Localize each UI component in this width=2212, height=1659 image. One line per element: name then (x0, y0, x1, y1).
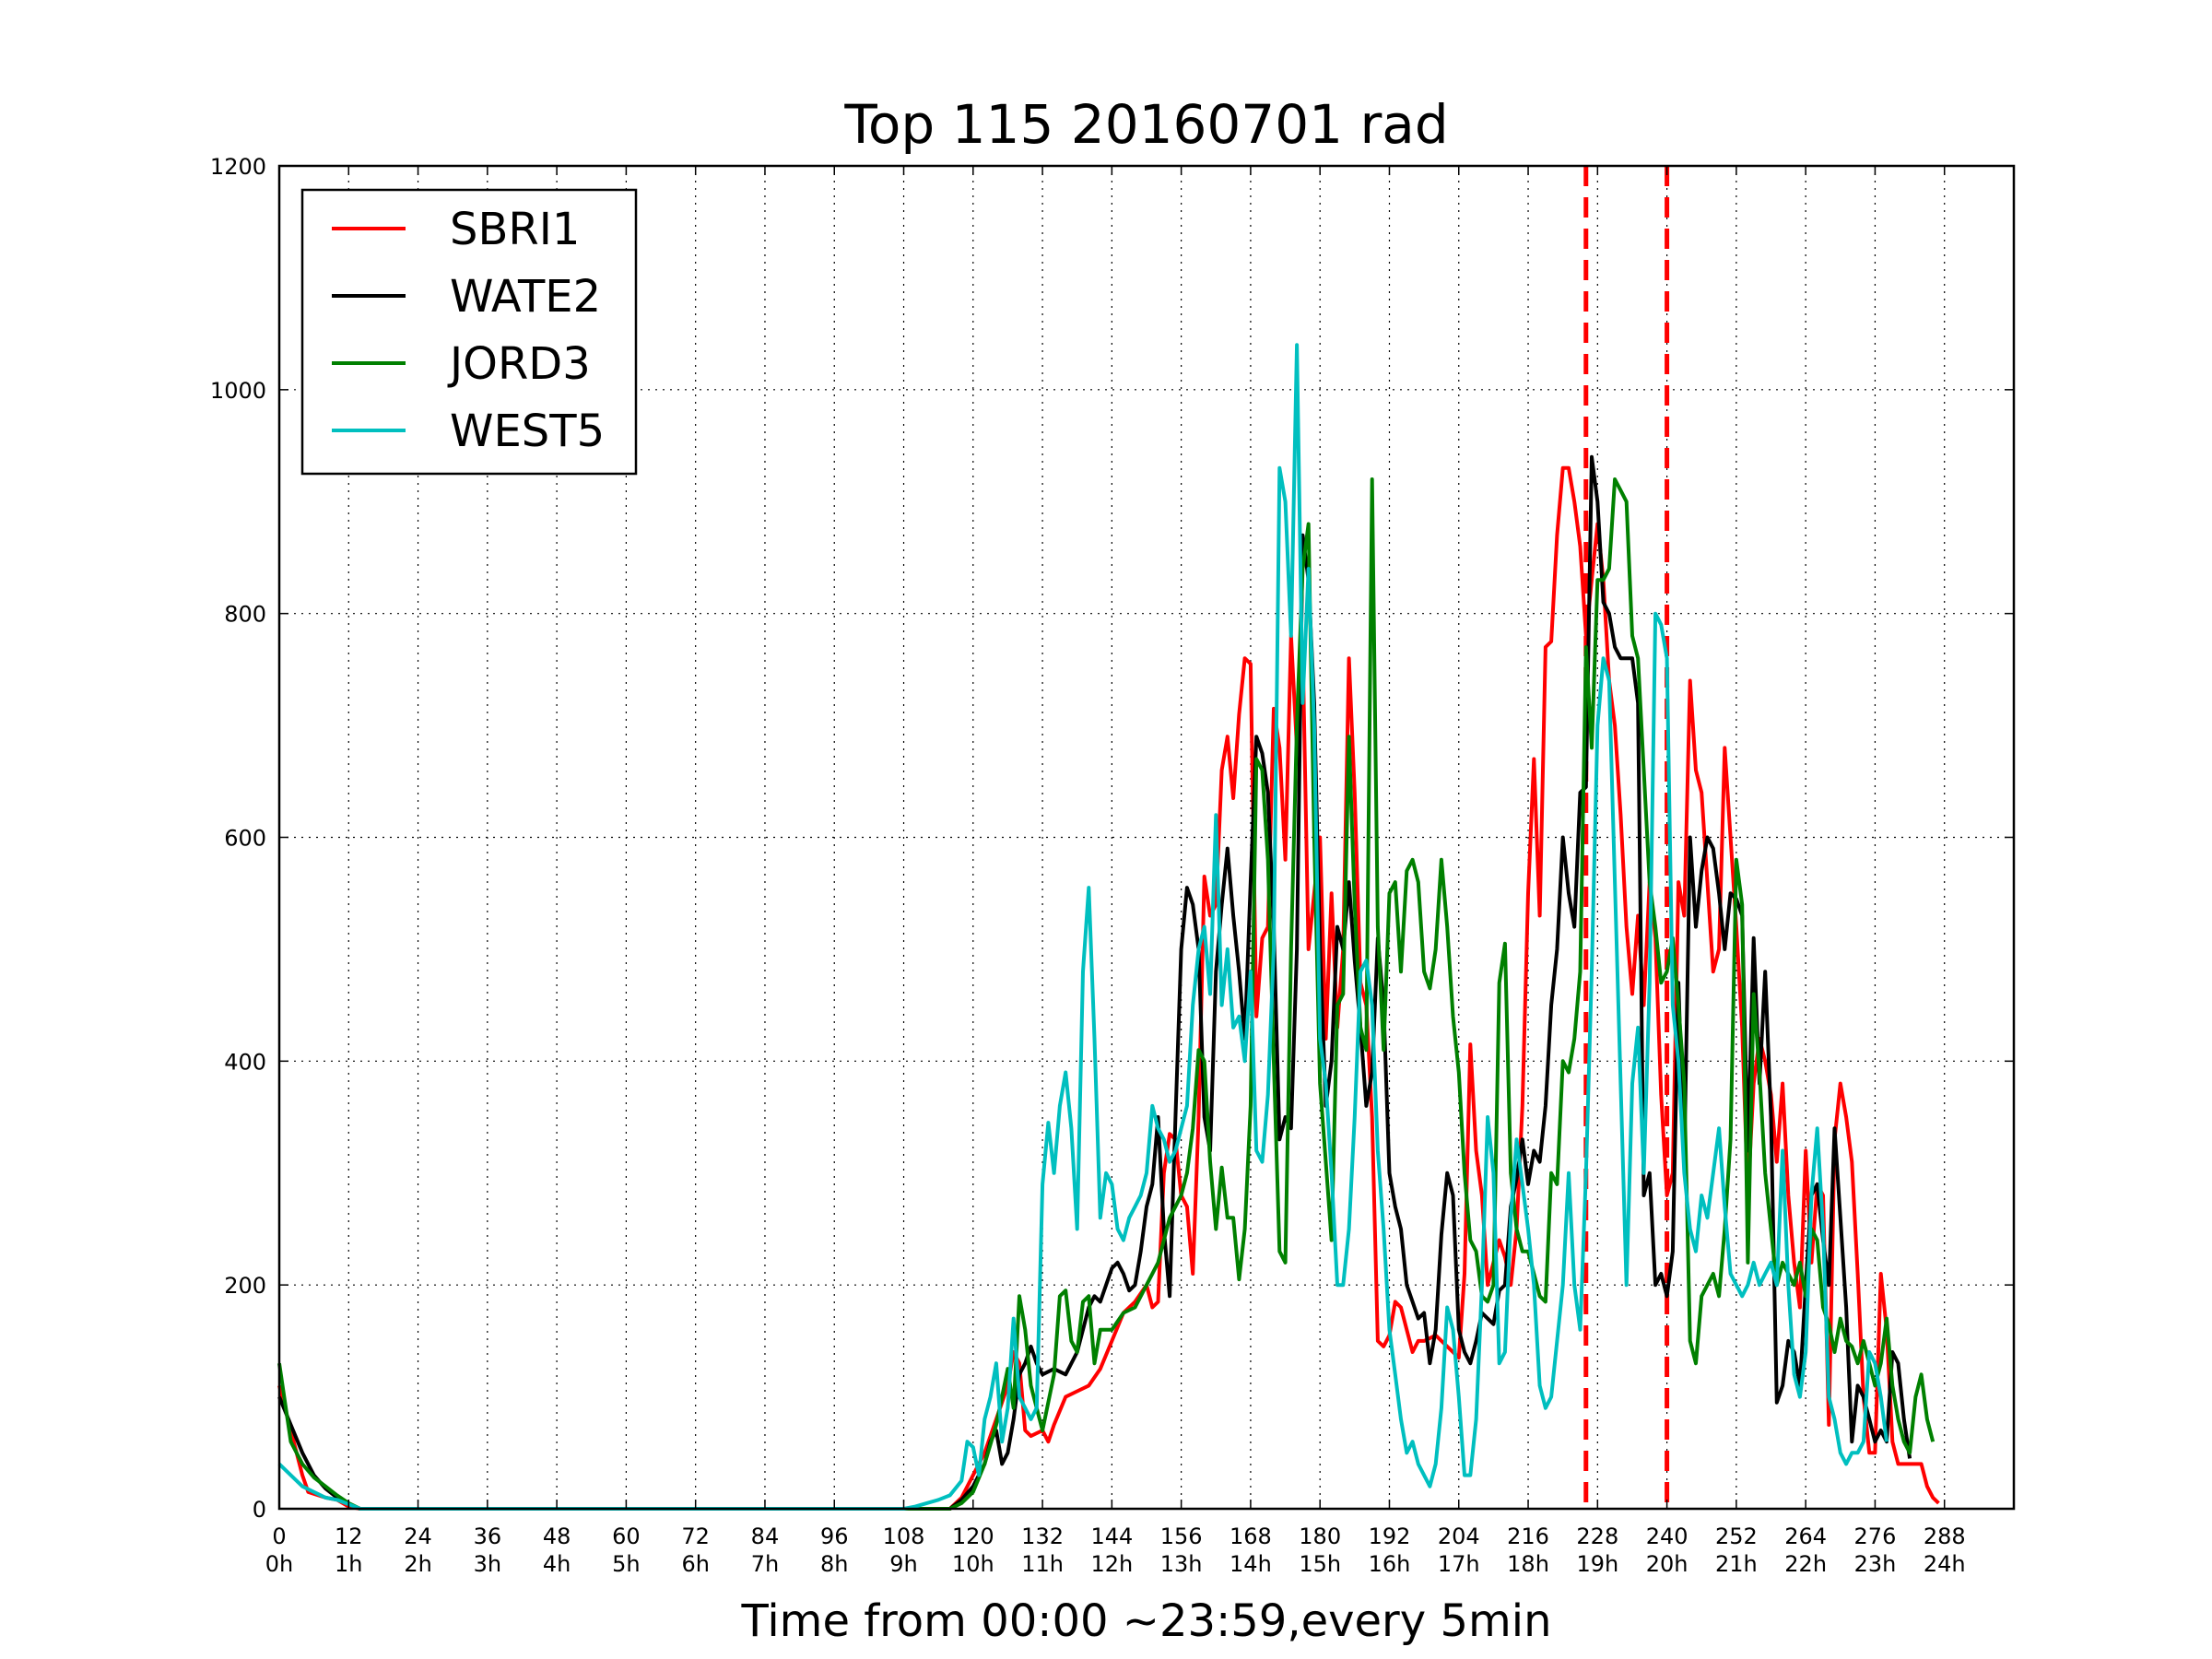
x-tick-label: 204 (1438, 1524, 1480, 1549)
series-line-sbri1 (277, 465, 1940, 1511)
x-tick-label: 120 (952, 1524, 994, 1549)
x-tick-label: 156 (1160, 1524, 1203, 1549)
x-tick-label: 168 (1230, 1524, 1272, 1549)
x-tick-sublabel: 13h (1160, 1551, 1203, 1577)
y-tick-label: 600 (224, 826, 266, 852)
series-line-wate2 (277, 454, 1912, 1511)
x-tick-label: 96 (820, 1524, 849, 1549)
x-tick-sublabel: 22h (1784, 1551, 1827, 1577)
x-tick-label: 276 (1854, 1524, 1897, 1549)
x-tick-sublabel: 0h (265, 1551, 293, 1577)
legend-label-west5: WEST5 (450, 406, 605, 457)
x-tick-sublabel: 18h (1507, 1551, 1549, 1577)
legend-box (300, 188, 638, 476)
x-tick-sublabel: 14h (1230, 1551, 1272, 1577)
x-tick-sublabel: 15h (1299, 1551, 1341, 1577)
x-tick-sublabel: 11h (1021, 1551, 1064, 1577)
x-tick-sublabel: 21h (1715, 1551, 1758, 1577)
x-tick-sublabel: 6h (681, 1551, 709, 1577)
y-tick-label: 200 (224, 1273, 266, 1299)
x-tick-label: 0 (272, 1524, 286, 1549)
x-tick-label: 36 (474, 1524, 502, 1549)
x-tick-sublabel: 7h (751, 1551, 779, 1577)
x-tick-label: 228 (1576, 1524, 1618, 1549)
legend: SBRI1 WATE2 JORD3 WEST5 (300, 188, 638, 476)
x-tick-sublabel: 2h (404, 1551, 431, 1577)
x-tick-label: 108 (883, 1524, 925, 1549)
x-tick-sublabel: 9h (889, 1551, 917, 1577)
x-tick-sublabel: 10h (952, 1551, 994, 1577)
series-lines (277, 343, 1940, 1511)
x-tick-label: 216 (1507, 1524, 1549, 1549)
x-tick-sublabel: 19h (1576, 1551, 1618, 1577)
x-tick-label: 192 (1369, 1524, 1411, 1549)
x-tick-label: 264 (1784, 1524, 1827, 1549)
x-tick-label: 48 (543, 1524, 571, 1549)
x-tick-sublabel: 16h (1369, 1551, 1411, 1577)
x-tick-label: 24 (404, 1524, 432, 1549)
x-tick-label: 180 (1299, 1524, 1341, 1549)
y-tick-label: 400 (224, 1049, 266, 1075)
chart-title: Top 115 20160701 rad (843, 93, 1448, 156)
x-tick-label: 60 (612, 1524, 641, 1549)
y-tick-label: 800 (224, 602, 266, 628)
y-tick-label: 0 (253, 1497, 266, 1523)
legend-label-jord3: JORD3 (447, 338, 591, 390)
x-tick-sublabel: 17h (1438, 1551, 1480, 1577)
legend-label-sbri1: SBRI1 (450, 204, 580, 255)
y-tick-label: 1200 (210, 154, 266, 180)
x-tick-sublabel: 24h (1924, 1551, 1966, 1577)
x-tick-label: 240 (1646, 1524, 1688, 1549)
x-tick-label: 132 (1021, 1524, 1064, 1549)
x-tick-sublabel: 20h (1646, 1551, 1688, 1577)
series-line-jord3 (277, 477, 1936, 1511)
reference-lines (1583, 166, 1670, 1509)
x-tick-sublabel: 1h (335, 1551, 362, 1577)
x-tick-sublabel: 3h (474, 1551, 501, 1577)
y-tick-label: 1000 (210, 378, 266, 404)
x-tick-sublabel: 23h (1854, 1551, 1897, 1577)
x-axis-label: Time from 00:00 ~23:59,every 5min (741, 1595, 1552, 1647)
y-axis-ticks: 0 200 400 600 800 1000 1200 (210, 154, 2014, 1523)
x-tick-label: 12 (335, 1524, 363, 1549)
x-tick-label: 252 (1715, 1524, 1758, 1549)
x-tick-sublabel: 4h (543, 1551, 571, 1577)
x-tick-label: 288 (1924, 1524, 1966, 1549)
x-tick-sublabel: 5h (612, 1551, 640, 1577)
x-tick-label: 144 (1090, 1524, 1133, 1549)
series-line-west5 (277, 343, 1888, 1511)
legend-label-wate2: WATE2 (450, 271, 601, 323)
x-tick-sublabel: 8h (820, 1551, 848, 1577)
x-tick-sublabel: 12h (1090, 1551, 1133, 1577)
x-tick-label: 84 (751, 1524, 780, 1549)
x-tick-label: 72 (681, 1524, 710, 1549)
